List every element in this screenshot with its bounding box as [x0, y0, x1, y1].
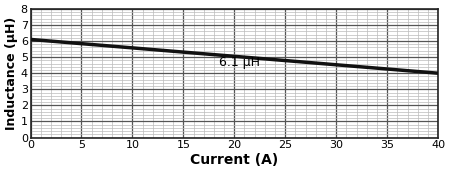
Y-axis label: Inductance (μH): Inductance (μH) [5, 17, 18, 130]
Text: 6.1 μH: 6.1 μH [219, 56, 260, 69]
X-axis label: Current (A): Current (A) [190, 153, 279, 167]
